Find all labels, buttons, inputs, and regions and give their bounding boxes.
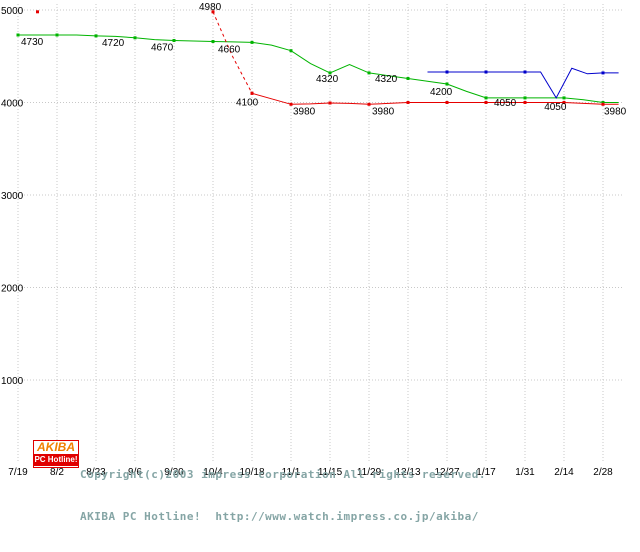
point-value-label: 4660	[218, 45, 241, 56]
point-value-label: 3980	[604, 106, 627, 117]
footer: AKIBA PC Hotline! Copyright(c)2003 impre…	[0, 438, 640, 523]
x-tick-label: 10/4	[203, 467, 223, 478]
data-point-marker	[445, 82, 449, 86]
series-red	[36, 10, 619, 106]
x-tick-label: 11/29	[357, 467, 382, 478]
copyright-block: Copyright(c)2003 impress corporation All…	[80, 440, 486, 552]
data-point-marker	[484, 70, 488, 74]
x-tick-label: 9/6	[128, 467, 142, 478]
data-point-marker	[172, 39, 176, 42]
point-value-label: 3980	[372, 106, 395, 117]
data-point-marker	[367, 102, 371, 106]
grid	[15, 4, 622, 462]
x-tick-label: 1/31	[515, 467, 535, 478]
x-tick-label: 12/27	[434, 467, 459, 478]
x-tick-label: 8/23	[86, 467, 106, 478]
data-point-marker	[601, 101, 605, 104]
akiba-logo: AKIBA PC Hotline!	[33, 440, 79, 468]
point-value-label: 4320	[316, 74, 339, 85]
data-point-marker	[523, 96, 527, 100]
x-tick-label: 1/17	[476, 467, 496, 478]
point-value-label: 4050	[544, 102, 567, 113]
point-value-label: 4100	[236, 97, 259, 108]
data-point-marker	[16, 33, 20, 37]
x-tick-label: 12/13	[395, 467, 420, 478]
series-green	[16, 33, 619, 104]
site-url-text: AKIBA PC Hotline! http://www.watch.impre…	[80, 510, 479, 523]
x-axis-labels: 7/19 8/2 8/23 9/6 9/20 10/4 10/18 11/1 11/15 11/2…	[8, 467, 613, 478]
data-point-marker	[406, 77, 410, 80]
data-point-marker	[289, 102, 293, 106]
x-tick-label: 8/2	[50, 467, 64, 478]
point-labels: 4730 4720 4670 4980 4660 4100 3980 4320 3980 4320…	[21, 2, 627, 118]
point-value-label: 4720	[102, 38, 125, 49]
data-point-marker	[601, 102, 605, 106]
data-point-marker	[328, 101, 332, 105]
x-tick-label: 9/20	[164, 467, 184, 478]
point-value-label: 3980	[293, 106, 316, 117]
x-tick-label: 2/28	[593, 467, 613, 478]
data-point-marker	[211, 40, 215, 43]
y-tick-label: 1000	[1, 376, 24, 387]
y-tick-label: 4000	[1, 99, 24, 110]
y-axis-labels: 5000 4000 3000 2000 1000	[1, 6, 24, 387]
data-point-marker	[250, 40, 254, 44]
copyright-text: Copyright(c)2003 impress corporation All…	[80, 468, 486, 481]
data-point-marker	[250, 91, 254, 95]
y-tick-label: 3000	[1, 191, 24, 202]
x-tick-label: 7/19	[8, 467, 28, 478]
data-point-marker	[562, 101, 566, 104]
y-tick-label: 2000	[1, 284, 24, 295]
price-chart: 5000 4000 3000 2000 1000 7/19 8/2 8/23 9/6 9/20 10…	[1, 2, 627, 478]
data-point-marker	[133, 36, 137, 40]
data-point-marker	[36, 10, 39, 14]
x-tick-label: 11/15	[318, 467, 343, 478]
series-blue	[427, 67, 619, 99]
data-point-marker	[367, 71, 371, 75]
data-point-marker	[484, 96, 488, 100]
data-point-marker	[55, 33, 59, 37]
akiba-logo-subtext: PC Hotline!	[34, 454, 78, 466]
data-point-marker	[328, 71, 332, 75]
point-value-label: 4670	[151, 43, 174, 54]
x-tick-label: 10/18	[239, 467, 264, 478]
data-point-marker	[406, 101, 410, 104]
point-value-label: 4980	[199, 2, 222, 13]
point-value-label: 4730	[21, 37, 44, 48]
x-tick-label: 11/1	[282, 467, 301, 478]
data-point-marker	[445, 101, 449, 104]
akiba-logo-text: AKIBA	[37, 440, 75, 454]
data-point-marker	[523, 101, 527, 104]
data-point-marker	[601, 71, 605, 75]
point-value-label: 4320	[375, 74, 398, 85]
data-point-marker	[289, 49, 293, 53]
data-point-marker	[562, 96, 566, 100]
data-point-marker	[94, 34, 98, 38]
data-point-marker	[484, 101, 488, 104]
point-value-label: 4050	[494, 98, 517, 109]
point-value-label: 4200	[430, 87, 453, 98]
x-tick-label: 2/14	[554, 467, 574, 478]
data-point-marker	[523, 70, 527, 74]
data-point-marker	[211, 10, 215, 14]
y-tick-label: 5000	[1, 6, 24, 17]
data-point-marker	[445, 70, 449, 74]
